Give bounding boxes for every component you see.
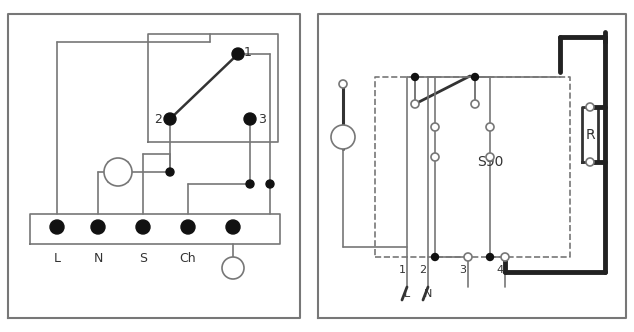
Text: 2: 2: [154, 113, 162, 125]
Circle shape: [166, 168, 174, 176]
Circle shape: [136, 220, 150, 234]
Circle shape: [50, 220, 64, 234]
Circle shape: [464, 253, 472, 261]
Text: R: R: [585, 127, 595, 141]
Text: L: L: [404, 289, 410, 299]
Text: S: S: [139, 253, 147, 266]
Circle shape: [244, 113, 256, 125]
Text: L: L: [53, 253, 60, 266]
Circle shape: [266, 180, 274, 188]
Circle shape: [411, 100, 419, 108]
Circle shape: [226, 220, 240, 234]
Text: N: N: [424, 289, 432, 299]
Circle shape: [431, 153, 439, 161]
Circle shape: [486, 153, 494, 161]
Circle shape: [339, 80, 347, 88]
Circle shape: [91, 220, 105, 234]
Text: 1: 1: [244, 45, 252, 58]
Circle shape: [431, 123, 439, 131]
Circle shape: [471, 100, 479, 108]
Text: 2: 2: [420, 265, 427, 275]
Circle shape: [104, 158, 132, 186]
Circle shape: [486, 254, 493, 261]
Text: 1: 1: [399, 265, 406, 275]
Circle shape: [411, 73, 418, 80]
Circle shape: [432, 254, 439, 261]
Circle shape: [232, 48, 244, 60]
Circle shape: [181, 220, 195, 234]
Circle shape: [586, 158, 594, 166]
Text: Ch: Ch: [179, 253, 197, 266]
Circle shape: [501, 253, 509, 261]
Text: S90: S90: [477, 155, 503, 169]
Circle shape: [472, 73, 479, 80]
Circle shape: [246, 180, 254, 188]
Text: N: N: [93, 253, 103, 266]
Text: 3: 3: [460, 265, 467, 275]
Text: 3: 3: [258, 113, 266, 125]
Circle shape: [164, 113, 176, 125]
Text: 4: 4: [496, 265, 503, 275]
Circle shape: [586, 103, 594, 111]
Circle shape: [486, 123, 494, 131]
Circle shape: [222, 257, 244, 279]
Circle shape: [331, 125, 355, 149]
